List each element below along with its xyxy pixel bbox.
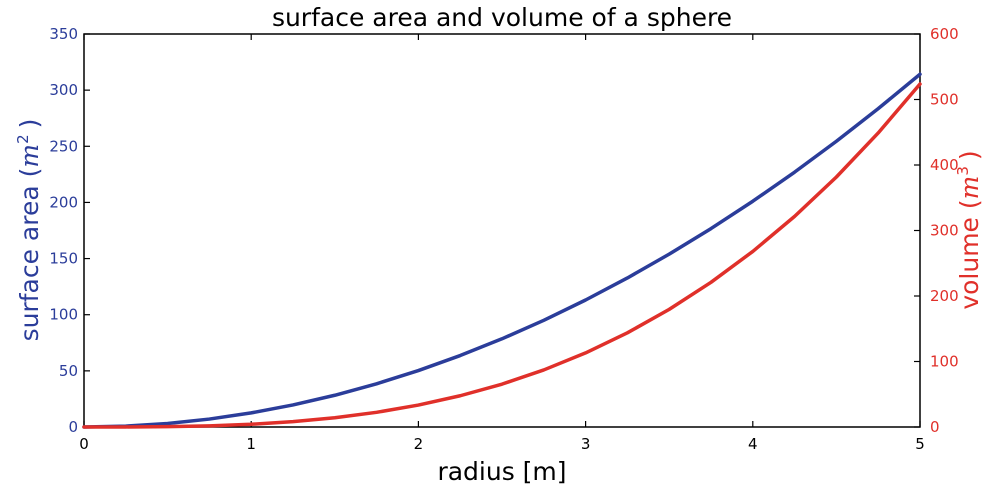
y-right-tick-label: 400 xyxy=(930,156,959,174)
y-right-label-exponent: 3 xyxy=(954,166,972,176)
x-tick-label: 1 xyxy=(246,435,256,453)
x-tick-label: 3 xyxy=(581,435,591,453)
chart-title: surface area and volume of a sphere xyxy=(272,3,732,32)
y-right-label-text: volume ( xyxy=(955,199,984,309)
y-left-label-exponent: 2 xyxy=(14,134,32,144)
x-tick-label: 2 xyxy=(414,435,424,453)
y-right-label-close: ) xyxy=(955,150,984,160)
ticks-layer: 0 1 2 3 4 50501001502002503003500100200300400… xyxy=(49,25,958,453)
svg-text:volume (m3): volume (m3) xyxy=(954,150,984,309)
series-layer xyxy=(82,72,922,429)
y-left-tick-label: 100 xyxy=(49,306,78,324)
y-left-label-symbol: m xyxy=(15,144,44,168)
svg-text:surface area (m2): surface area (m2) xyxy=(14,119,44,342)
y-axis-right-label: volume (m3) xyxy=(954,150,984,309)
x-tick-label: 5 xyxy=(915,435,925,453)
y-left-tick-label: 200 xyxy=(49,193,78,211)
y-right-tick-label: 0 xyxy=(930,418,940,436)
y-right-label-symbol: m xyxy=(955,176,984,200)
y-left-label-close: ) xyxy=(15,119,44,129)
volume-line xyxy=(82,82,922,429)
y-right-tick-label: 500 xyxy=(930,91,959,109)
y-left-tick-label: 350 xyxy=(49,25,78,43)
y-right-tick-label: 100 xyxy=(930,353,959,371)
y-left-tick-label: 300 xyxy=(49,81,78,99)
y-left-tick-label: 0 xyxy=(68,418,78,436)
y-left-label-text: surface area ( xyxy=(15,168,44,342)
x-tick-label: 4 xyxy=(748,435,758,453)
y-left-tick-label: 50 xyxy=(59,362,78,380)
y-right-tick-label: 600 xyxy=(930,25,959,43)
y-right-tick-label: 300 xyxy=(930,222,959,240)
x-axis-label: radius [m] xyxy=(437,457,566,486)
plot-frame xyxy=(83,33,921,428)
x-tick-label: 0 xyxy=(79,435,89,453)
y-left-tick-label: 150 xyxy=(49,250,78,268)
y-axis-left-label: surface area (m2) xyxy=(14,119,44,342)
surface-area-line xyxy=(82,72,922,429)
y-right-tick-label: 200 xyxy=(930,287,959,305)
y-left-tick-label: 250 xyxy=(49,137,78,155)
